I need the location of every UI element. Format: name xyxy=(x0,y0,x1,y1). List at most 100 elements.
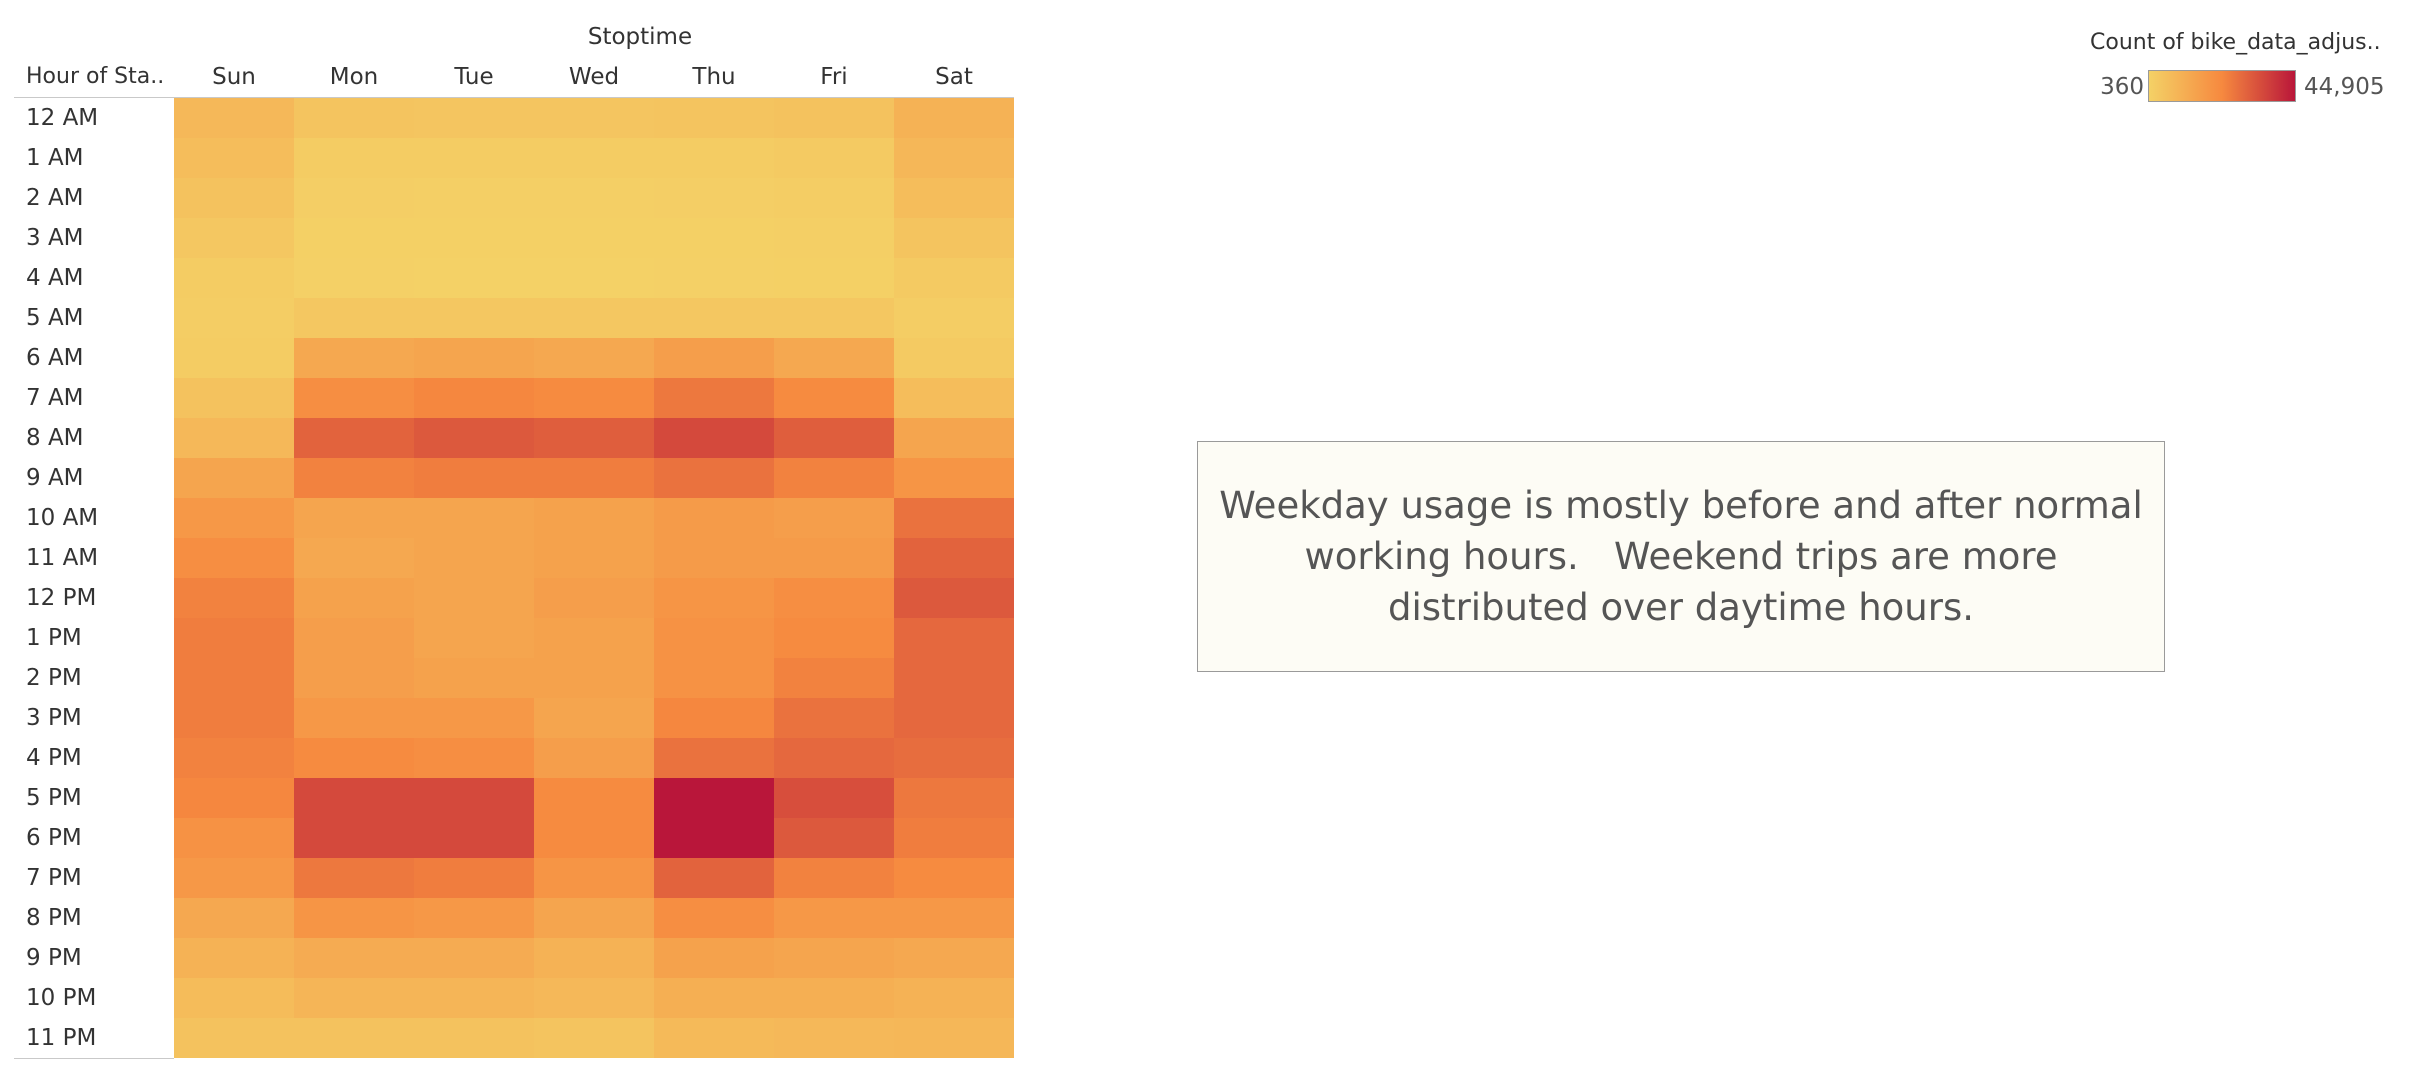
heatmap-cell[interactable] xyxy=(534,378,654,418)
heatmap-cell[interactable] xyxy=(174,738,294,778)
heatmap-cell[interactable] xyxy=(894,258,1014,298)
heatmap-cell[interactable] xyxy=(894,938,1014,978)
heatmap-cell[interactable] xyxy=(294,458,414,498)
heatmap-cell[interactable] xyxy=(294,378,414,418)
heatmap-cell[interactable] xyxy=(414,138,534,178)
heatmap-cell[interactable] xyxy=(774,778,894,818)
heatmap-cell[interactable] xyxy=(894,458,1014,498)
col-label-mon[interactable]: Mon xyxy=(329,64,379,90)
heatmap-cell[interactable] xyxy=(414,658,534,698)
heatmap-cell[interactable] xyxy=(174,178,294,218)
heatmap-cell[interactable] xyxy=(174,618,294,658)
heatmap-cell[interactable] xyxy=(654,858,774,898)
heatmap-cell[interactable] xyxy=(414,818,534,858)
heatmap-cell[interactable] xyxy=(774,578,894,618)
col-label-sun[interactable]: Sun xyxy=(212,64,256,90)
heatmap-cell[interactable] xyxy=(414,938,534,978)
row-label[interactable]: 3 AM xyxy=(26,225,84,251)
heatmap-cell[interactable] xyxy=(894,778,1014,818)
heatmap-cell[interactable] xyxy=(774,338,894,378)
heatmap-cell[interactable] xyxy=(774,698,894,738)
heatmap-cell[interactable] xyxy=(774,858,894,898)
heatmap-cell[interactable] xyxy=(654,338,774,378)
row-label[interactable]: 1 AM xyxy=(26,145,84,171)
heatmap-cell[interactable] xyxy=(654,818,774,858)
heatmap-cell[interactable] xyxy=(174,338,294,378)
heatmap-cell[interactable] xyxy=(414,538,534,578)
heatmap-cell[interactable] xyxy=(174,458,294,498)
heatmap-cell[interactable] xyxy=(294,338,414,378)
heatmap-cell[interactable] xyxy=(534,98,654,138)
heatmap-cell[interactable] xyxy=(894,658,1014,698)
heatmap-cell[interactable] xyxy=(774,1018,894,1058)
heatmap-cell[interactable] xyxy=(294,218,414,258)
heatmap-cell[interactable] xyxy=(654,578,774,618)
heatmap-cell[interactable] xyxy=(894,138,1014,178)
row-label[interactable]: 4 PM xyxy=(26,745,82,771)
heatmap-cell[interactable] xyxy=(294,738,414,778)
heatmap-cell[interactable] xyxy=(294,898,414,938)
heatmap-cell[interactable] xyxy=(534,298,654,338)
heatmap-cell[interactable] xyxy=(414,898,534,938)
heatmap-cell[interactable] xyxy=(174,978,294,1018)
heatmap-cell[interactable] xyxy=(654,778,774,818)
row-label[interactable]: 8 AM xyxy=(26,425,84,451)
heatmap-cell[interactable] xyxy=(774,258,894,298)
heatmap-cell[interactable] xyxy=(414,698,534,738)
row-label[interactable]: 1 PM xyxy=(26,625,82,651)
heatmap-cell[interactable] xyxy=(414,778,534,818)
row-label[interactable]: 5 AM xyxy=(26,305,84,331)
heatmap-cell[interactable] xyxy=(654,258,774,298)
heatmap-cell[interactable] xyxy=(174,218,294,258)
row-label[interactable]: 3 PM xyxy=(26,705,82,731)
heatmap-cell[interactable] xyxy=(654,458,774,498)
heatmap-cell[interactable] xyxy=(774,458,894,498)
heatmap-cell[interactable] xyxy=(534,338,654,378)
heatmap-cell[interactable] xyxy=(654,138,774,178)
heatmap-cell[interactable] xyxy=(654,298,774,338)
heatmap-cell[interactable] xyxy=(414,218,534,258)
row-label[interactable]: 12 AM xyxy=(26,105,99,131)
heatmap-cell[interactable] xyxy=(774,298,894,338)
heatmap-cell[interactable] xyxy=(174,98,294,138)
row-label[interactable]: 5 PM xyxy=(26,785,82,811)
heatmap-cell[interactable] xyxy=(894,178,1014,218)
heatmap-cell[interactable] xyxy=(654,738,774,778)
heatmap-cell[interactable] xyxy=(894,858,1014,898)
heatmap-cell[interactable] xyxy=(534,218,654,258)
heatmap-cell[interactable] xyxy=(174,898,294,938)
heatmap-cell[interactable] xyxy=(534,138,654,178)
heatmap-cell[interactable] xyxy=(534,458,654,498)
heatmap-cell[interactable] xyxy=(894,698,1014,738)
heatmap-cell[interactable] xyxy=(534,818,654,858)
heatmap-cell[interactable] xyxy=(534,858,654,898)
heatmap-cell[interactable] xyxy=(894,898,1014,938)
heatmap-cell[interactable] xyxy=(294,418,414,458)
col-label-tue[interactable]: Tue xyxy=(454,64,494,90)
heatmap-cell[interactable] xyxy=(654,98,774,138)
heatmap-cell[interactable] xyxy=(294,98,414,138)
row-label[interactable]: 7 AM xyxy=(26,385,84,411)
heatmap-cell[interactable] xyxy=(174,578,294,618)
heatmap-cell[interactable] xyxy=(414,578,534,618)
heatmap-cell[interactable] xyxy=(414,298,534,338)
heatmap-cell[interactable] xyxy=(534,618,654,658)
row-label[interactable]: 6 PM xyxy=(26,825,82,851)
heatmap-cell[interactable] xyxy=(894,578,1014,618)
heatmap-cell[interactable] xyxy=(774,738,894,778)
heatmap-cell[interactable] xyxy=(294,578,414,618)
row-label[interactable]: 9 AM xyxy=(26,465,84,491)
heatmap-cell[interactable] xyxy=(894,98,1014,138)
row-label[interactable]: 11 PM xyxy=(26,1025,97,1051)
heatmap-cell[interactable] xyxy=(414,498,534,538)
row-label[interactable]: 7 PM xyxy=(26,865,82,891)
heatmap-cell[interactable] xyxy=(894,618,1014,658)
heatmap-cell[interactable] xyxy=(174,858,294,898)
row-label[interactable]: 12 PM xyxy=(26,585,97,611)
heatmap-cell[interactable] xyxy=(414,738,534,778)
heatmap-cell[interactable] xyxy=(894,818,1014,858)
col-label-thu[interactable]: Thu xyxy=(692,64,736,90)
row-label[interactable]: 10 PM xyxy=(26,985,97,1011)
col-label-wed[interactable]: Wed xyxy=(568,64,620,90)
